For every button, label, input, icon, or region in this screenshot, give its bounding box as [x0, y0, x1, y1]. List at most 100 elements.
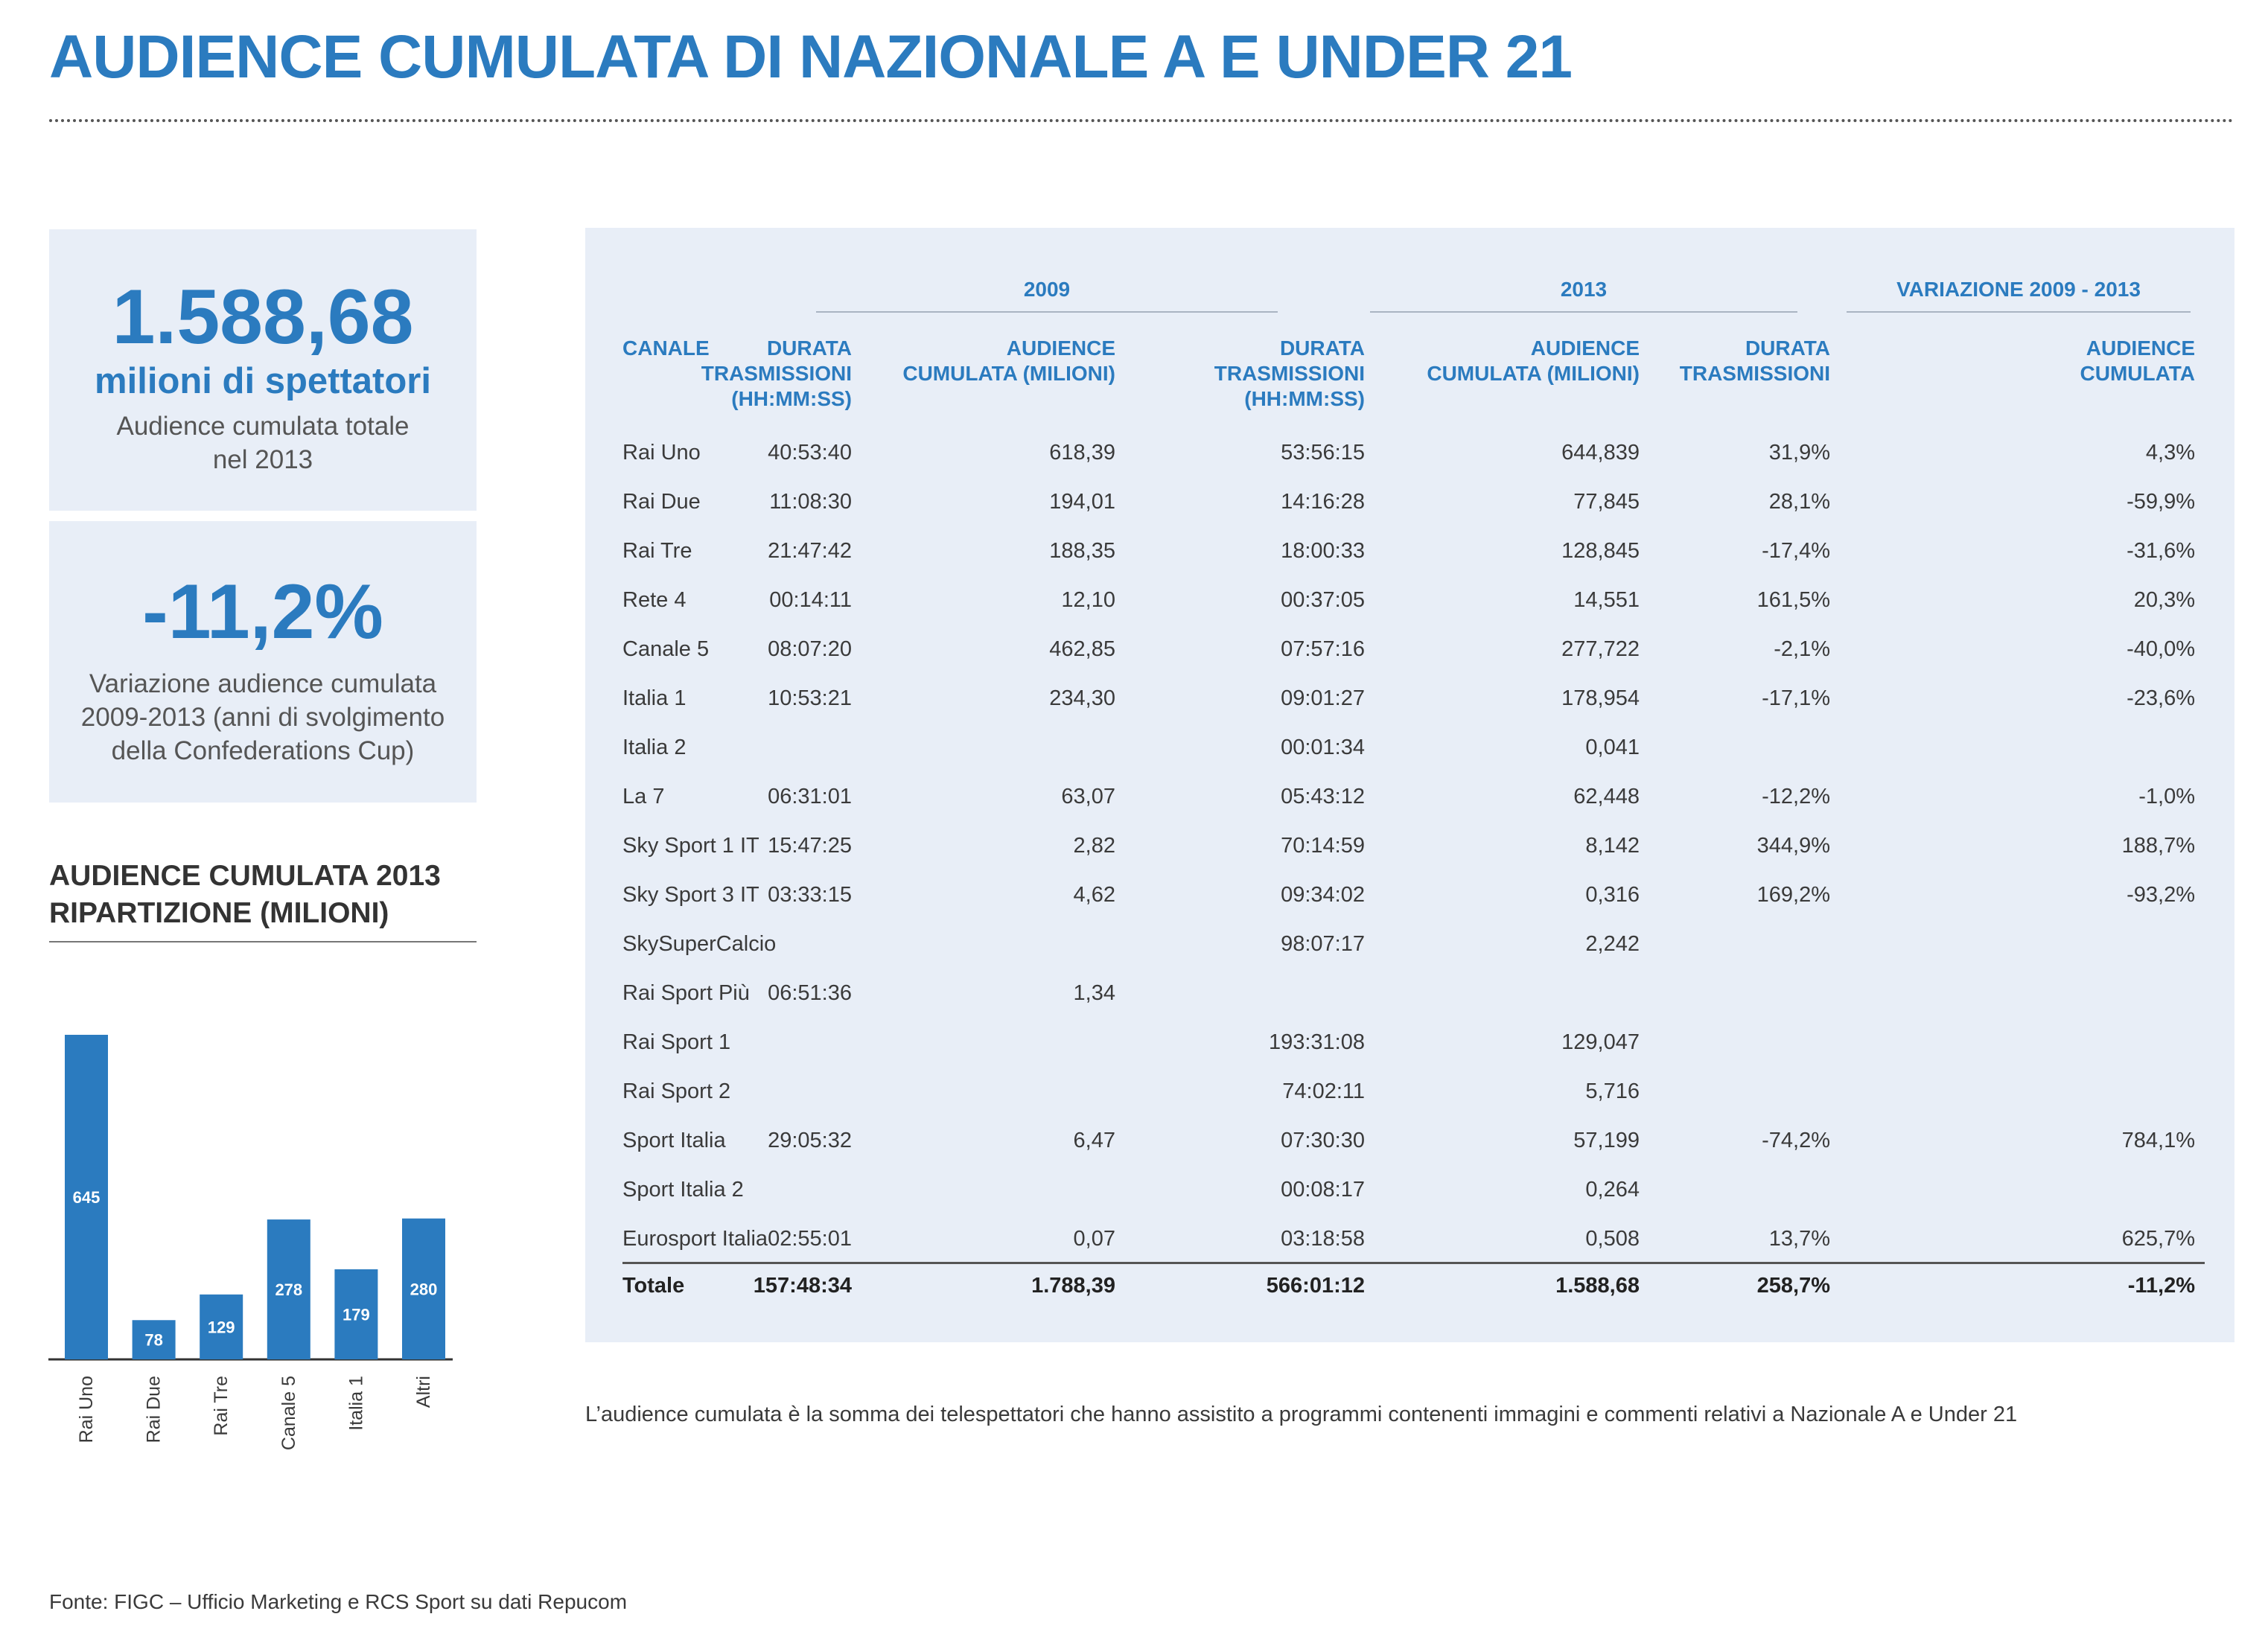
cell-var-audience: -23,6%: [2127, 686, 2195, 710]
cell-durata-2013: 00:08:17: [1281, 1178, 1365, 1202]
cell-audience-2013: 1.588,68: [1555, 1274, 1640, 1298]
kpi-variation-value: -11,2%: [142, 569, 383, 655]
column-header-audience-2009: AUDIENCE CUMULATA (MILIONI): [902, 336, 1115, 386]
cell-var-audience: -59,9%: [2127, 490, 2195, 514]
cell-audience-2009: 234,30: [1049, 686, 1115, 710]
cell-var-durata: 344,9%: [1756, 834, 1830, 858]
bar-value-label: 280: [410, 1280, 438, 1298]
cell-canale: Italia 1: [622, 686, 687, 710]
category-label: Rai Tre: [211, 1376, 232, 1436]
cell-durata-2013: 00:37:05: [1281, 588, 1365, 612]
cell-durata-2013: 09:34:02: [1281, 883, 1365, 907]
cell-audience-2009: 12,10: [1061, 588, 1115, 612]
cell-var-audience: -31,6%: [2127, 539, 2195, 563]
cell-canale: Sky Sport 1 IT: [622, 834, 759, 858]
cell-var-durata: 31,9%: [1768, 441, 1830, 465]
total-divider: [622, 1262, 2205, 1264]
category-label: Canale 5: [278, 1376, 299, 1450]
cell-canale: Rai Sport Più: [622, 981, 750, 1005]
cell-durata-2013: 70:14:59: [1281, 834, 1365, 858]
cell-var-audience: 188,7%: [2121, 834, 2195, 858]
page-title: AUDIENCE CUMULATA DI NAZIONALE A E UNDER…: [49, 23, 1573, 91]
cell-audience-2013: 2,242: [1585, 932, 1640, 956]
cell-audience-2009: 188,35: [1049, 539, 1115, 563]
cell-audience-2013: 178,954: [1561, 686, 1640, 710]
header-line: TRASMISSIONI: [1214, 362, 1365, 385]
header-line: AUDIENCE: [1530, 336, 1640, 360]
header-line: DURATA: [1279, 336, 1365, 360]
cell-audience-2013: 0,264: [1585, 1178, 1640, 1202]
cell-durata-2009: 40:53:40: [768, 441, 852, 465]
cell-audience-2013: 277,722: [1561, 637, 1640, 661]
header-line: AUDIENCE: [2086, 336, 2195, 360]
header-line: CANALE: [622, 336, 710, 360]
cell-durata-2009: 10:53:21: [768, 686, 852, 710]
cell-var-audience: -11,2%: [2127, 1274, 2195, 1298]
bar-rai-tre: [200, 1294, 243, 1359]
cell-durata-2009: 21:47:42: [768, 539, 852, 563]
cell-canale: Sport Italia 2: [622, 1178, 744, 1202]
cell-var-durata: 161,5%: [1756, 588, 1830, 612]
bar-value-label: 129: [208, 1318, 235, 1336]
bar-altri: [402, 1218, 445, 1359]
kpi-variation-desc-line: Variazione audience cumulata: [89, 669, 437, 698]
cell-audience-2009: 1.788,39: [1031, 1274, 1115, 1298]
cell-audience-2009: 0,07: [1073, 1227, 1115, 1251]
title-divider: [49, 119, 2234, 122]
cell-audience-2013: 0,041: [1585, 736, 1640, 759]
cell-audience-2013: 129,047: [1561, 1030, 1640, 1054]
cell-durata-2013: 07:30:30: [1281, 1129, 1365, 1152]
cell-var-durata: 28,1%: [1768, 490, 1830, 514]
cell-canale: Rai Tre: [622, 539, 692, 563]
cell-durata-2009: 29:05:32: [768, 1129, 852, 1152]
cell-var-audience: 784,1%: [2121, 1129, 2195, 1152]
column-header-durata-2009: DURATA TRASMISSIONI (HH:MM:SS): [701, 336, 852, 412]
category-label: Rai Due: [144, 1376, 165, 1443]
cell-audience-2013: 0,508: [1585, 1227, 1640, 1251]
cell-canale: Rete 4: [622, 588, 687, 612]
cell-var-durata: -17,4%: [1762, 539, 1830, 563]
kpi-total-desc-line: Audience cumulata totale: [116, 412, 410, 441]
cell-audience-2009: 462,85: [1049, 637, 1115, 661]
cell-canale: Italia 2: [622, 736, 687, 759]
source-credit: Fonte: FIGC – Ufficio Marketing e RCS Sp…: [49, 1590, 628, 1613]
cell-durata-2013: 74:02:11: [1282, 1079, 1365, 1103]
cell-canale: SkySuperCalcio: [622, 932, 777, 956]
cell-durata-2013: 53:56:15: [1281, 441, 1365, 465]
group-divider: [1370, 311, 1797, 313]
cell-durata-2009: 00:14:11: [769, 588, 852, 612]
cell-canale: Eurosport Italia: [622, 1227, 768, 1251]
kpi-variation: -11,2% Variazione audience cumulata 2009…: [49, 521, 477, 803]
kpi-total-audience: 1.588,68 milioni di spettatori Audience …: [49, 229, 477, 511]
cell-durata-2013: 193:31:08: [1268, 1030, 1365, 1054]
bar-value-label: 78: [144, 1331, 162, 1350]
cell-audience-2009: 2,82: [1073, 834, 1115, 858]
header-line: DURATA: [766, 336, 852, 360]
column-header-canale: CANALE: [622, 336, 710, 361]
cell-var-audience: -1,0%: [2138, 785, 2195, 808]
category-label: Italia 1: [345, 1376, 366, 1431]
cell-audience-2013: 62,448: [1573, 785, 1640, 808]
group-header-2013: 2013: [1560, 278, 1608, 301]
cell-durata-2009: 03:33:15: [768, 883, 852, 907]
header-line: DURATA: [1745, 336, 1830, 360]
cell-var-durata: 258,7%: [1756, 1274, 1830, 1298]
header-line: TRASMISSIONI: [1679, 362, 1830, 385]
cell-audience-2013: 8,142: [1585, 834, 1640, 858]
cell-audience-2009: 4,62: [1073, 883, 1115, 907]
cell-audience-2013: 77,845: [1573, 490, 1640, 514]
kpi-total-value: 1.588,68: [112, 274, 414, 360]
cell-durata-2013: 566:01:12: [1266, 1274, 1365, 1298]
column-header-audience-2013: AUDIENCE CUMULATA (MILIONI): [1427, 336, 1640, 386]
cell-var-durata: -17,1%: [1762, 686, 1830, 710]
cell-durata-2013: 18:00:33: [1281, 539, 1365, 563]
cell-durata-2013: 05:43:12: [1281, 785, 1365, 808]
cell-var-durata: -12,2%: [1762, 785, 1830, 808]
cell-durata-2009: 06:31:01: [768, 785, 852, 808]
kpi-total-desc-line: nel 2013: [212, 445, 313, 474]
cell-canale: Totale: [622, 1274, 685, 1298]
cell-var-durata: 169,2%: [1756, 883, 1830, 907]
category-label: Altri: [413, 1376, 434, 1408]
cell-audience-2009: 194,01: [1049, 490, 1115, 514]
chart-title-line: RIPARTIZIONE (MILIONI): [49, 897, 389, 929]
